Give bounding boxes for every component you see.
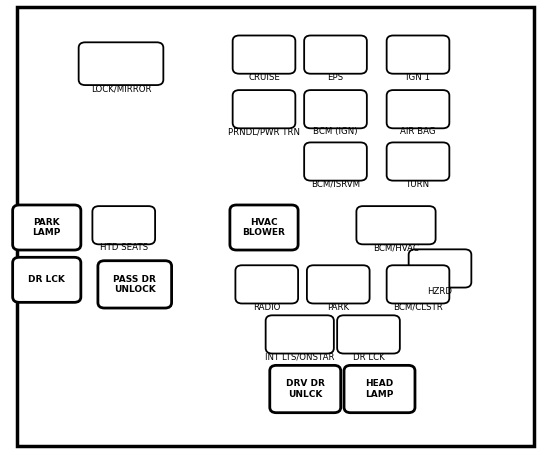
Text: HVAC
BLOWER: HVAC BLOWER xyxy=(243,218,285,237)
FancyBboxPatch shape xyxy=(13,205,81,250)
FancyBboxPatch shape xyxy=(235,265,298,303)
FancyBboxPatch shape xyxy=(409,249,471,288)
FancyBboxPatch shape xyxy=(304,35,367,74)
Text: LOCK/MIRROR: LOCK/MIRROR xyxy=(91,84,151,93)
FancyBboxPatch shape xyxy=(233,35,295,74)
Text: PARK
LAMP: PARK LAMP xyxy=(32,218,61,237)
Text: BCM (IGN): BCM (IGN) xyxy=(314,127,358,136)
Text: DR LCK: DR LCK xyxy=(353,353,384,362)
Text: IGN 1: IGN 1 xyxy=(406,73,430,82)
Text: PARK: PARK xyxy=(327,303,349,312)
Text: HTD SEATS: HTD SEATS xyxy=(100,243,148,253)
FancyBboxPatch shape xyxy=(230,205,298,250)
FancyBboxPatch shape xyxy=(356,206,436,244)
FancyBboxPatch shape xyxy=(344,365,415,413)
Text: PRNDL/PWR TRN: PRNDL/PWR TRN xyxy=(228,127,300,136)
FancyBboxPatch shape xyxy=(270,365,341,413)
FancyBboxPatch shape xyxy=(387,35,449,74)
FancyBboxPatch shape xyxy=(304,142,367,181)
Text: INT LTS/ONSTAR: INT LTS/ONSTAR xyxy=(265,353,334,362)
FancyBboxPatch shape xyxy=(98,261,172,308)
Text: RADIO: RADIO xyxy=(253,303,280,312)
Text: HEAD
LAMP: HEAD LAMP xyxy=(365,379,394,399)
FancyBboxPatch shape xyxy=(13,258,81,302)
Text: HZRD: HZRD xyxy=(427,287,453,296)
Text: DRV DR
UNLCK: DRV DR UNLCK xyxy=(286,379,324,399)
Text: CRUISE: CRUISE xyxy=(248,73,280,82)
Text: EPS: EPS xyxy=(327,73,344,82)
FancyBboxPatch shape xyxy=(387,142,449,181)
Text: AIR BAG: AIR BAG xyxy=(400,127,436,136)
FancyBboxPatch shape xyxy=(304,90,367,128)
Text: DR LCK: DR LCK xyxy=(28,275,65,284)
FancyBboxPatch shape xyxy=(387,90,449,128)
Text: PASS DR
UNLOCK: PASS DR UNLOCK xyxy=(113,275,156,294)
FancyBboxPatch shape xyxy=(387,265,449,303)
Text: BCM/HVAC: BCM/HVAC xyxy=(373,243,419,253)
Text: BCM/ISRVM: BCM/ISRVM xyxy=(311,180,360,189)
FancyBboxPatch shape xyxy=(92,206,155,244)
FancyBboxPatch shape xyxy=(307,265,370,303)
FancyBboxPatch shape xyxy=(233,90,295,128)
FancyBboxPatch shape xyxy=(337,315,400,354)
Text: TURN: TURN xyxy=(406,180,430,189)
Text: BCM/CLSTR: BCM/CLSTR xyxy=(393,303,443,312)
FancyBboxPatch shape xyxy=(266,315,334,354)
FancyBboxPatch shape xyxy=(79,42,163,85)
